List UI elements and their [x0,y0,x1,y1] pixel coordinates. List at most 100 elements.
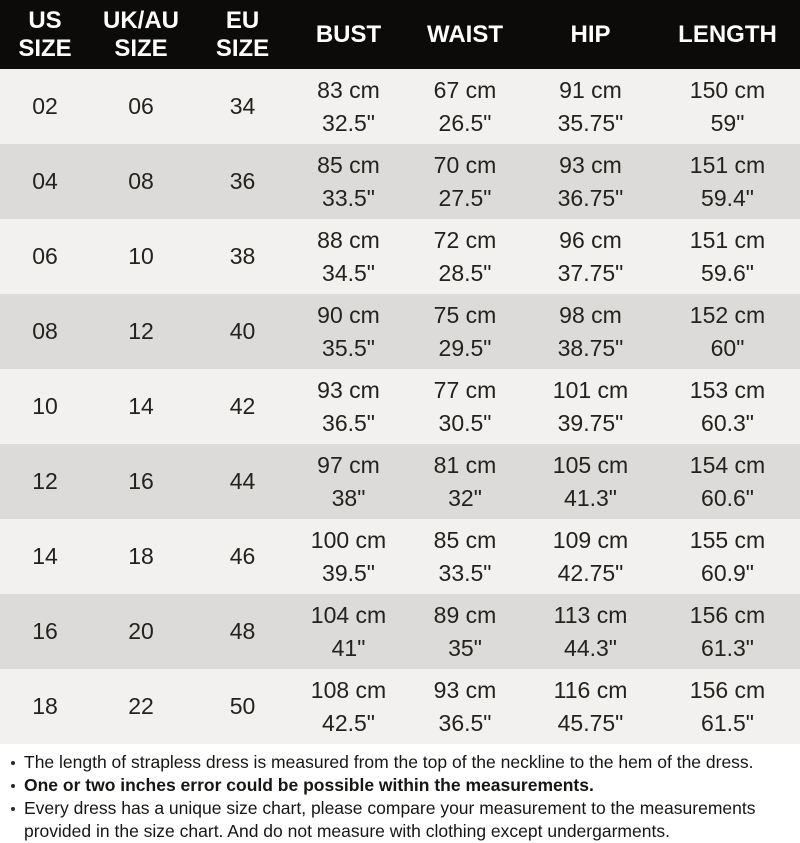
hip-cell: 98 cm 38.75" [526,294,655,369]
length-inch: 60" [710,334,745,361]
waist-cell: 70 cm 27.5" [404,144,526,219]
uk-au-size-cell: 16 [128,468,154,494]
length-cm: 153 cm [689,376,766,403]
waist-inch: 29.5" [438,334,492,361]
length-cell: 156 cm 61.5" [655,669,800,744]
bust-cell: 97 cm 38" [293,444,404,519]
table-header-row: US SIZE UK/AU SIZE EU SIZE BUST WAIST HI… [0,0,800,69]
us-size-cell: 08 [32,318,58,344]
hip-cm: 101 cm [552,376,629,403]
bust-inch: 39.5" [322,559,375,586]
length-inch: 60.9" [701,559,754,586]
bust-inch: 41" [331,634,366,661]
hip-inch: 38.75" [557,334,624,361]
bullet-dot-icon [11,761,15,765]
eu-size-cell: 36 [229,168,256,194]
bullet-dot-icon [11,807,15,811]
length-cell: 155 cm 60.9" [655,519,800,594]
note-text: One or two inches error could be possibl… [24,775,594,795]
length-cm: 152 cm [689,301,766,328]
us-size-cell: 12 [32,468,58,494]
bust-inch: 36.5" [322,409,375,436]
hip-inch: 35.75" [557,109,624,136]
bust-inch: 35.5" [322,334,375,361]
bust-cell: 93 cm 36.5" [293,369,404,444]
eu-size-cell: 42 [229,393,256,419]
waist-cell: 67 cm 26.5" [404,69,526,144]
bust-cell: 90 cm 35.5" [293,294,404,369]
uk-au-size-cell: 22 [128,693,154,719]
bust-cm: 83 cm [317,76,380,103]
uk-au-size-cell: 18 [128,543,154,569]
waist-cm: 89 cm [433,601,497,628]
bust-cell: 88 cm 34.5" [293,219,404,294]
length-inch: 59" [710,109,745,136]
waist-cm: 93 cm [433,676,497,703]
bust-cm: 90 cm [317,301,380,328]
waist-cell: 93 cm 36.5" [404,669,526,744]
waist-cm: 81 cm [433,451,497,478]
notes-section: The length of strapless dress is measure… [0,744,800,843]
waist-inch: 30.5" [438,409,492,436]
table-row: 04 08 36 85 cm 33.5" 70 cm 27.5" 93 cm 36.7… [0,144,800,219]
table-row: 14 18 46 100 cm 39.5" 85 cm 33.5" 109 cm 42… [0,519,800,594]
uk-au-size-cell: 12 [128,318,154,344]
hip-cm: 96 cm [559,226,622,253]
bust-cell: 83 cm 32.5" [293,69,404,144]
us-size-cell: 18 [32,693,58,719]
length-inch: 60.6" [701,484,754,511]
bust-cm: 97 cm [317,451,380,478]
table-row: 18 22 50 108 cm 42.5" 93 cm 36.5" 116 cm 45… [0,669,800,744]
hip-cell: 91 cm 35.75" [526,69,655,144]
eu-size-cell: 38 [229,243,256,269]
length-cm: 156 cm [689,601,766,628]
column-header-uk-au-size: UK/AU SIZE [103,6,179,62]
length-inch: 61.5" [701,709,754,736]
waist-cell: 75 cm 29.5" [404,294,526,369]
table-row: 10 14 42 93 cm 36.5" 77 cm 30.5" 101 cm 39.… [0,369,800,444]
column-header-us-size: US SIZE [18,6,72,62]
eu-size-cell: 50 [229,693,256,719]
waist-cell: 89 cm 35" [404,594,526,669]
column-header-waist: WAIST [427,20,503,48]
bullet-dot-icon [11,784,15,788]
hip-cell: 101 cm 39.75" [526,369,655,444]
hip-inch: 42.75" [557,559,624,586]
table-body: 02 06 34 83 cm 32.5" 67 cm 26.5" 91 cm 35.7… [0,69,800,744]
uk-au-size-cell: 08 [128,168,154,194]
waist-inch: 26.5" [438,109,492,136]
hip-inch: 39.75" [557,409,624,436]
waist-cm: 77 cm [433,376,497,403]
table-row: 12 16 44 97 cm 38" 81 cm 32" 105 cm 41.3" 1… [0,444,800,519]
bust-cm: 100 cm [310,526,387,553]
hip-cell: 105 cm 41.3" [526,444,655,519]
bust-cell: 108 cm 42.5" [293,669,404,744]
note-text: The length of strapless dress is measure… [24,752,754,772]
us-size-cell: 02 [32,93,58,119]
table-row: 08 12 40 90 cm 35.5" 75 cm 29.5" 98 cm 38.7… [0,294,800,369]
bust-inch: 34.5" [322,259,375,286]
length-cm: 156 cm [689,676,766,703]
column-header-eu-size: EU SIZE [215,6,270,62]
hip-cm: 98 cm [559,301,622,328]
note-item: The length of strapless dress is measure… [9,751,794,774]
hip-cm: 113 cm [553,601,628,628]
length-cell: 151 cm 59.6" [655,219,800,294]
eu-size-cell: 44 [229,468,256,494]
length-inch: 60.3" [701,409,754,436]
table-row: 06 10 38 88 cm 34.5" 72 cm 28.5" 96 cm 37.7… [0,219,800,294]
uk-au-size-cell: 14 [128,393,154,419]
waist-cm: 85 cm [433,526,497,553]
length-cm: 150 cm [689,76,766,103]
length-inch: 61.3" [701,634,754,661]
length-cell: 153 cm 60.3" [655,369,800,444]
bust-cm: 88 cm [317,226,380,253]
hip-cm: 93 cm [559,151,622,178]
length-cell: 150 cm 59" [655,69,800,144]
eu-size-cell: 48 [229,618,256,644]
hip-cell: 116 cm 45.75" [526,669,655,744]
table-row: 16 20 48 104 cm 41" 89 cm 35" 113 cm 44.3" … [0,594,800,669]
hip-inch: 44.3" [564,634,617,661]
waist-cell: 85 cm 33.5" [404,519,526,594]
